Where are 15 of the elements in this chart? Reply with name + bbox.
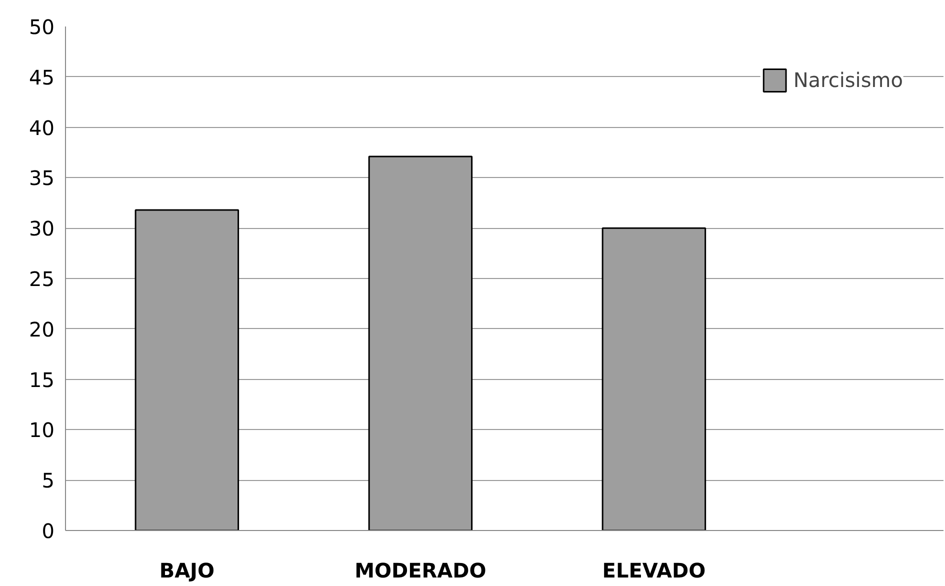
x-tick-label: BAJO (159, 558, 215, 582)
y-tick-label: 50 (29, 15, 55, 39)
y-tick-label: 5 (42, 468, 55, 493)
y-tick-label: 0 (42, 519, 55, 543)
y-tick-label: 15 (29, 368, 55, 392)
y-tick-label: 40 (29, 116, 55, 140)
x-tick-label: MODERADO (354, 558, 486, 582)
y-tick-label: 10 (29, 418, 55, 442)
legend-label: Narcisismo (793, 68, 903, 92)
x-tick-label: ELEVADO (602, 558, 706, 582)
y-tick-label: 45 (29, 65, 55, 90)
y-tick-label: 20 (29, 317, 55, 342)
y-tick-label: 35 (29, 166, 55, 190)
y-tick-label: 30 (29, 216, 55, 241)
y-tick-label: 25 (29, 267, 55, 291)
